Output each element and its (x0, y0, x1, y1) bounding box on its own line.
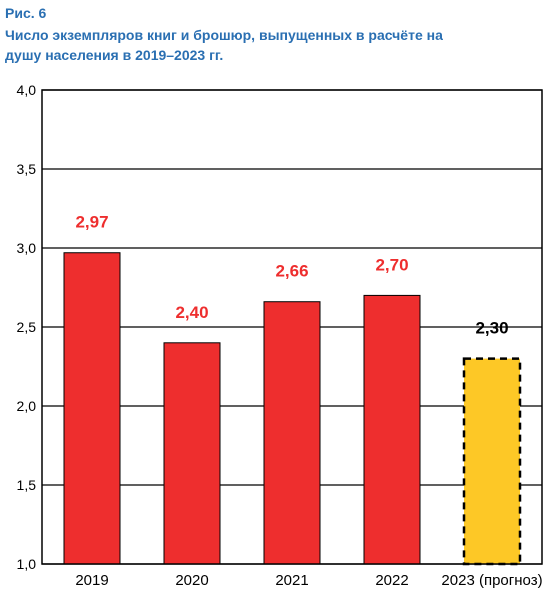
figure-label: Рис. 6 (5, 5, 47, 21)
x-axis-tick-labels: 2019 2020 2021 2022 2023 (прогноз) (75, 572, 542, 589)
bar (263, 301, 321, 565)
chart-title: Число экземпляров книг и брошюр, выпущен… (5, 27, 443, 63)
bar (363, 294, 421, 565)
x-tick-label: 2022 (375, 572, 408, 589)
data-label: 2,66 (275, 262, 308, 281)
bar (63, 252, 121, 565)
data-label: 2,97 (75, 213, 108, 232)
data-label: 2,30 (475, 319, 508, 338)
y-tick-label: 3,0 (17, 240, 37, 256)
y-tick-label: 4,0 (17, 82, 37, 98)
x-tick-label: 2020 (175, 572, 208, 589)
bar (163, 342, 221, 565)
x-tick-label: 2021 (275, 572, 308, 589)
y-tick-label: 2,5 (17, 319, 37, 335)
y-tick-label: 1,5 (17, 477, 37, 493)
data-label: 2,70 (375, 255, 408, 274)
plot-frame (41, 89, 543, 565)
y-tick-label: 3,5 (17, 161, 37, 177)
bars (63, 252, 522, 566)
y-tick-label: 1,0 (17, 556, 37, 572)
bar-forecast (462, 357, 522, 566)
value-labels: 2,97 2,40 2,66 2,70 2,30 (75, 213, 508, 338)
y-tick-label: 2,0 (17, 398, 37, 414)
data-label: 2,40 (175, 303, 208, 322)
plot-area-border (41, 89, 543, 565)
x-tick-label: 2023 (прогноз) (441, 572, 542, 589)
x-tick-label: 2019 (75, 572, 108, 589)
y-axis-tick-labels: 1,0 1,5 2,0 2,5 3,0 3,5 4,0 (17, 82, 37, 572)
